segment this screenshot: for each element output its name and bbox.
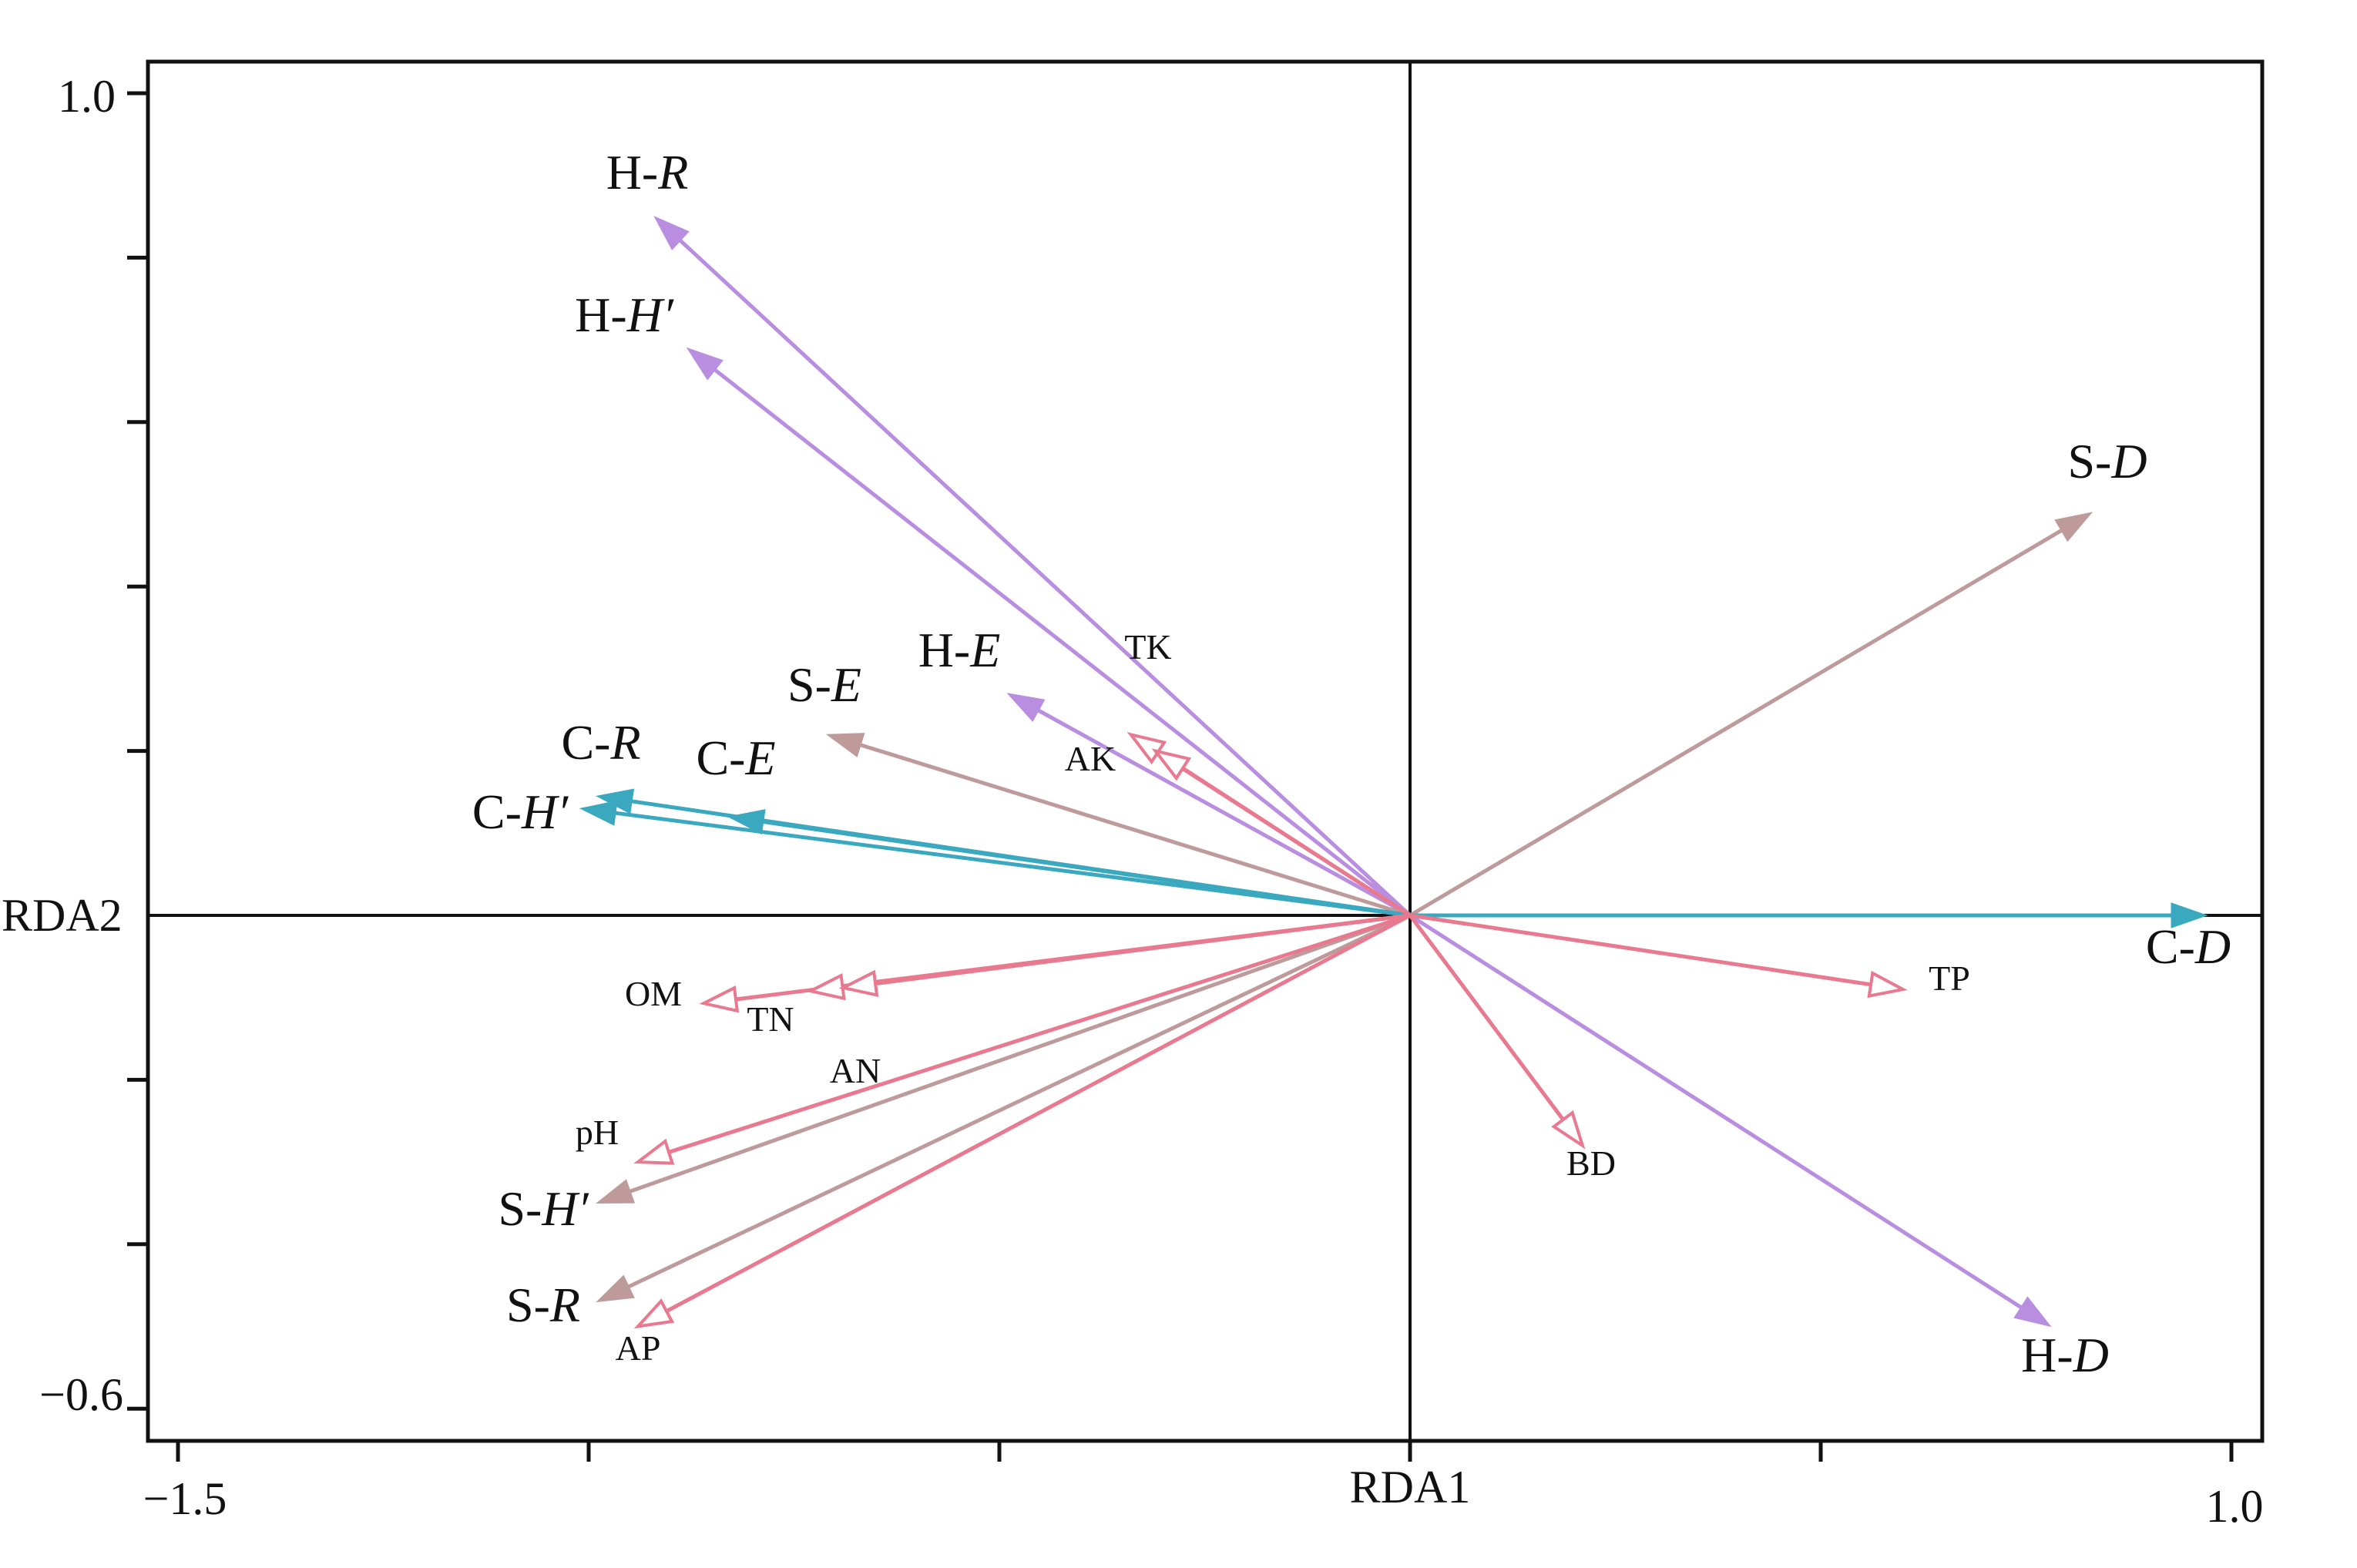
- response-arrow-label: H-H′: [575, 287, 674, 342]
- environment-arrow-line: [665, 913, 1412, 1313]
- response-arrow-label: S-R: [506, 1278, 580, 1332]
- environment-arrow-line: [1181, 767, 1412, 918]
- environment-arrow-head: [805, 972, 846, 1001]
- response-arrow-label: C-E: [696, 730, 775, 785]
- x-tick-label-right: 1.0: [2206, 1481, 2264, 1532]
- environment-arrow-line: [875, 913, 1411, 986]
- response-arrow-label: H-D: [2021, 1328, 2109, 1382]
- biplot-labels: H-R H-H′ H-E H-D S-D S-E S-H′ S-R C-R C-E C-H′ C-D T…: [472, 145, 2231, 1382]
- x-tick-label-left: −1.5: [143, 1473, 227, 1524]
- environment-arrow-label: AN: [830, 1051, 881, 1090]
- environment-arrow-label: TP: [1929, 959, 1970, 998]
- response-arrow-head: [596, 1274, 635, 1303]
- response-arrow-head: [653, 216, 690, 250]
- response-arrow-line: [615, 811, 1411, 918]
- response-arrow-head: [596, 1179, 636, 1204]
- response-arrow-line: [860, 743, 1411, 918]
- response-arrow-label: C-R: [561, 715, 640, 770]
- response-arrow-head: [2054, 512, 2093, 542]
- response-arrow-label: H-R: [606, 145, 689, 200]
- response-arrow-label: S-D: [2067, 434, 2147, 489]
- response-arrow-line: [679, 239, 1412, 917]
- environment-arrow-line: [1408, 914, 1565, 1121]
- response-arrow-line: [1408, 529, 2063, 918]
- environment-arrow-head: [1151, 748, 1192, 781]
- environment-arrow-head: [699, 985, 740, 1013]
- response-arrow-head: [1006, 693, 1046, 722]
- y-tick-label-bottom: −0.6: [39, 1369, 123, 1420]
- environment-arrow-head: [633, 1298, 675, 1329]
- response-arrow-label: H-E: [918, 623, 1001, 677]
- plot-frame: [146, 59, 2265, 1443]
- environment-arrow-label: OM: [625, 974, 682, 1013]
- environment-arrow-line: [668, 913, 1411, 1154]
- environment-arrow-label: TN: [747, 999, 794, 1039]
- response-arrow-line: [1408, 913, 2023, 1309]
- response-arrow-line: [713, 368, 1412, 917]
- environment-arrow-head: [838, 969, 879, 998]
- x-axis-title: RDA1: [1350, 1462, 1471, 1513]
- response-arrow-line: [630, 913, 1411, 1194]
- response-arrow-line: [628, 913, 1412, 1289]
- response-arrow-head: [579, 800, 618, 826]
- environment-arrow-head: [633, 1138, 675, 1165]
- biplot-arrows: [579, 216, 2208, 1329]
- environment-arrow-label: BD: [1566, 1143, 1616, 1183]
- response-arrow-label: C-H′: [472, 784, 569, 839]
- response-arrow-head: [727, 809, 766, 835]
- response-arrow-head: [825, 733, 865, 757]
- response-arrow-line: [1037, 708, 1412, 918]
- response-arrow-label: C-D: [2146, 919, 2231, 974]
- response-arrow-head: [2171, 902, 2208, 928]
- environment-arrow-label: pH: [576, 1113, 619, 1152]
- y-tick-label-top: 1.0: [58, 71, 116, 122]
- response-arrow-head: [686, 347, 724, 381]
- axis-ticks: [127, 91, 2234, 1462]
- environment-arrow-label: AP: [616, 1328, 661, 1368]
- environment-arrow-head: [1867, 970, 1908, 999]
- response-arrow-head: [2013, 1296, 2052, 1328]
- environment-arrow-head: [1551, 1110, 1586, 1150]
- response-arrow-label: S-H′: [498, 1181, 589, 1236]
- response-arrow-label: S-E: [787, 657, 861, 712]
- environment-arrow-line: [1409, 913, 1872, 987]
- y-axis-title: RDA2: [2, 890, 123, 941]
- environment-arrow-label: AK: [1065, 739, 1116, 778]
- environment-arrow-label: TK: [1124, 627, 1171, 666]
